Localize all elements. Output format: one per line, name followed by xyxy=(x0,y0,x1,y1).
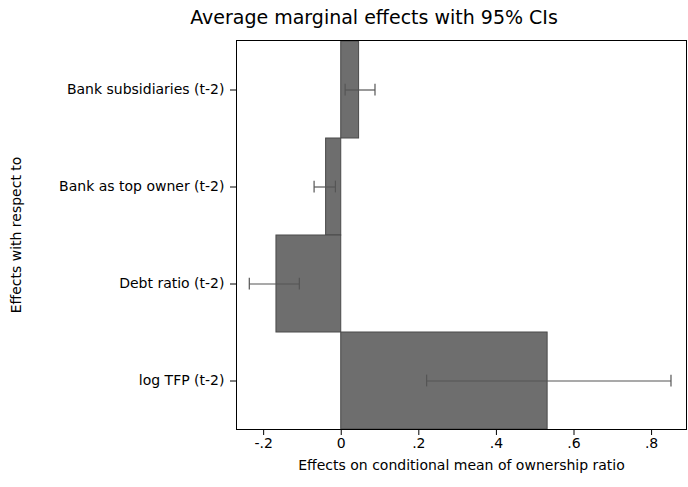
html-text:Average marginal effects with: Average marginal effects with 95% CIs xyxy=(190,6,558,28)
svg-text:.2: .2 xyxy=(412,435,425,451)
svg-text:0: 0 xyxy=(337,435,346,451)
svg-text:Effects on conditional mean of: Effects on conditional mean of ownership… xyxy=(298,457,625,473)
svg-text:Bank subsidiaries (t-2): Bank subsidiaries (t-2) xyxy=(67,81,225,97)
svg-text:.4: .4 xyxy=(490,435,503,451)
svg-text:Debt ratio (t-2): Debt ratio (t-2) xyxy=(119,275,224,291)
svg-text:.6: .6 xyxy=(567,435,580,451)
svg-text:.8: .8 xyxy=(645,435,658,451)
svg-text:log TFP (t-2): log TFP (t-2) xyxy=(139,372,225,388)
svg-text:-.2: -.2 xyxy=(254,435,272,451)
svg-text:Bank as top owner (t-2): Bank as top owner (t-2) xyxy=(59,178,224,194)
svg-text:Effects with respect to: Effects with respect to xyxy=(8,157,24,314)
